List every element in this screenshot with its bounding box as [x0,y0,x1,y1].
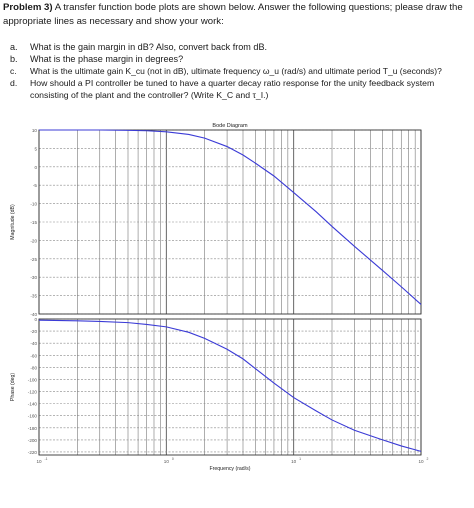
question-b: b. What is the phase margin in degrees? [10,54,470,66]
phase-y-tick-label: -40 [30,341,37,346]
question-label: b. [10,54,18,64]
phase-plot-area [39,319,421,455]
bode-diagram: Bode Diagram1050-5-10-15-20-25-30-35-40M… [10,123,429,472]
magnitude-y-tick-label: -40 [30,312,37,317]
magnitude-y-tick-label: -15 [30,220,37,225]
question-label: a. [10,42,18,52]
magnitude-response-line [39,129,422,305]
phase-y-tick-label: -180 [28,426,38,431]
phase-axes-frame [38,318,422,456]
x-tick-label: 10 [36,459,42,464]
phase-y-tick-label: -100 [28,377,38,382]
phase-response-line [38,319,422,452]
problem-intro: A transfer function bode plots are shown… [3,2,463,27]
question-text: How should a PI controller be tuned to h… [30,78,435,88]
x-tick-exponent: -1 [45,457,48,461]
question-text: What is the gain margin in dB? Also, con… [30,42,268,52]
magnitude-axes-frame [38,129,422,315]
magnitude-y-tick-label: -5 [33,183,38,188]
question-text: What is the ultimate gain K_cu (not in d… [30,66,442,76]
phase-y-tick-label: -140 [28,402,38,407]
magnitude-axis-label: Magnitude (dB) [10,204,16,240]
question-d: d. How should a PI controller be tuned to… [10,78,470,101]
question-text: What is the phase margin in degrees? [30,54,184,64]
x-axis-label: Frequency (rad/s) [210,466,251,472]
phase-y-tick-label: -220 [28,450,38,455]
phase-y-tick-label: -80 [30,365,37,370]
question-c: c. What is the ultimate gain K_cu (not in… [10,66,470,78]
question-label: d. [10,78,18,88]
phase-y-tick-label: -200 [28,438,38,443]
phase-y-tick-label: -60 [30,353,37,358]
phase-y-tick-label: 0 [34,317,37,322]
phase-y-tick-label: -120 [28,390,38,395]
phase-axis-label: Phase (deg) [10,373,16,402]
chart-title: Bode Diagram [212,123,248,129]
x-tick-exponent: 1 [299,457,301,461]
magnitude-y-tick-label: 0 [34,165,37,170]
phase-y-tick-label: -20 [30,329,37,334]
magnitude-y-tick-label: -20 [30,238,37,243]
question-label: c. [10,66,17,76]
magnitude-y-tick-label: -25 [30,257,37,262]
x-tick-label: 10 [291,459,297,464]
magnitude-y-tick-label: 5 [34,146,37,151]
x-tick-label: 10 [164,459,170,464]
magnitude-y-tick-label: 10 [32,128,38,133]
x-tick-label: 10 [418,459,424,464]
phase-y-tick-label: -160 [28,414,38,419]
question-text-continued: consisting of the plant and the controll… [30,89,269,100]
magnitude-y-tick-label: -30 [30,275,37,280]
x-tick-exponent: 0 [172,457,174,461]
magnitude-y-tick-label: -35 [30,294,37,299]
problem-number: Problem 3) [3,2,53,13]
magnitude-y-tick-label: -10 [30,202,37,207]
problem-statement: Problem 3) A transfer function bode plot… [3,1,469,28]
question-a: a. What is the gain margin in dB? Also, c… [10,42,470,54]
bode-plot-figure: Bode Diagram 10 5 0 -5 -10 -15 -20 -25 -30 -35 -40 M… [0,118,474,503]
x-tick-exponent: 2 [427,457,429,461]
